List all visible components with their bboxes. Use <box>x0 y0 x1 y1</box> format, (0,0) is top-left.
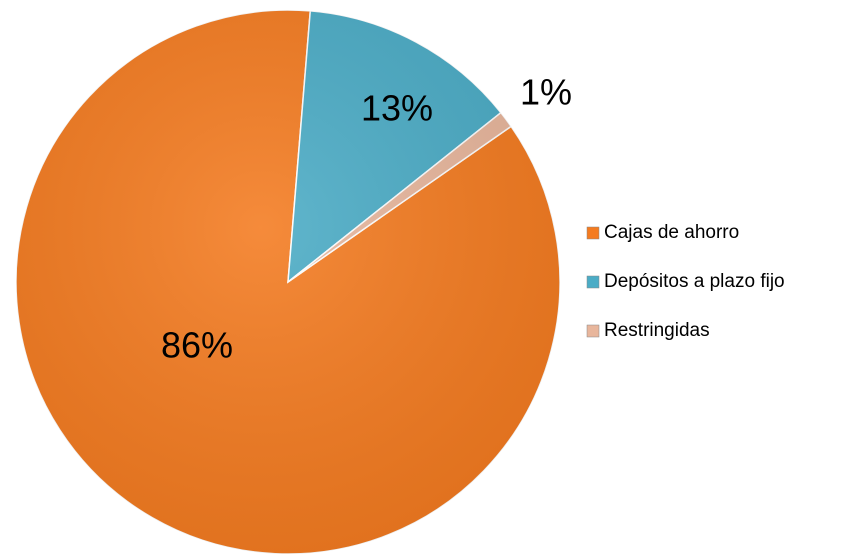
pie <box>15 9 561 555</box>
legend: Cajas de ahorro Depósitos a plazo fijo Res… <box>586 222 785 341</box>
legend-swatch <box>586 275 600 289</box>
data-label: 86% <box>161 325 233 366</box>
legend-label: Depósitos a plazo fijo <box>604 271 785 292</box>
data-label: 13% <box>361 88 433 129</box>
data-label: 1% <box>520 72 572 113</box>
legend-label: Cajas de ahorro <box>604 222 739 243</box>
legend-swatch <box>586 226 600 240</box>
legend-label: Restringidas <box>604 320 710 341</box>
legend-swatch <box>586 324 600 338</box>
